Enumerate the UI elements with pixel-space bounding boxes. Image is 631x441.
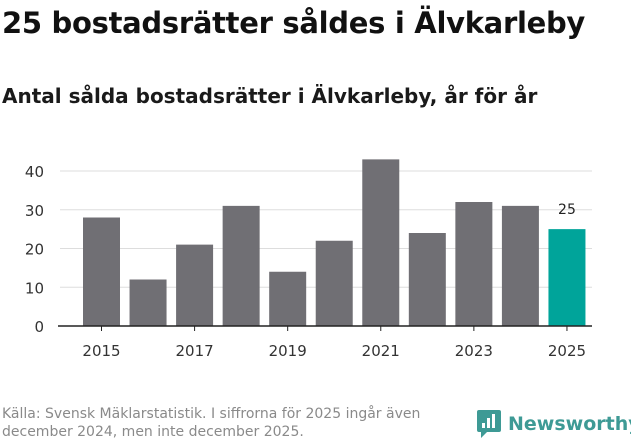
source-note: Källa: Svensk Mäklarstatistik. I siffror… xyxy=(2,406,421,440)
bar-2017 xyxy=(176,244,214,326)
y-tick-label: 20 xyxy=(25,241,44,259)
bar-2018 xyxy=(222,205,260,326)
chart-subtitle: Antal sålda bostadsrätter i Älvkarleby, … xyxy=(2,84,538,108)
bar-2019 xyxy=(269,271,307,326)
x-tick-label: 2023 xyxy=(455,342,493,360)
x-tick-label: 2017 xyxy=(175,342,213,360)
y-tick-label: 30 xyxy=(25,202,44,220)
newsworthy-logo: Newsworthy xyxy=(476,408,631,440)
bar-2015 xyxy=(83,217,120,326)
bar-chart: 0 10 20 30 40 2015 2017 2019 2021 2023 2025 25 xyxy=(25,159,592,360)
bar-2022 xyxy=(408,233,446,326)
bar-2025 xyxy=(548,229,586,326)
y-tick-label: 40 xyxy=(25,163,44,181)
bar-2024 xyxy=(501,205,539,326)
x-tick-label: 2019 xyxy=(269,342,307,360)
data-label: 25 xyxy=(558,202,576,218)
y-tick-label: 10 xyxy=(25,279,44,297)
x-tick-label: 2021 xyxy=(362,342,400,360)
newsworthy-icon xyxy=(477,410,501,438)
chart-title: 25 bostadsrätter såldes i Älvkarleby xyxy=(2,6,586,40)
bar-2023 xyxy=(455,202,493,326)
x-tick-label: 2025 xyxy=(548,342,586,360)
bar-2016 xyxy=(129,279,167,326)
x-tick-label: 2015 xyxy=(82,342,120,360)
brand-name: Newsworthy xyxy=(508,413,631,435)
bar-2021 xyxy=(362,159,400,326)
y-tick-label: 0 xyxy=(34,318,44,336)
bar-2020 xyxy=(315,240,353,326)
